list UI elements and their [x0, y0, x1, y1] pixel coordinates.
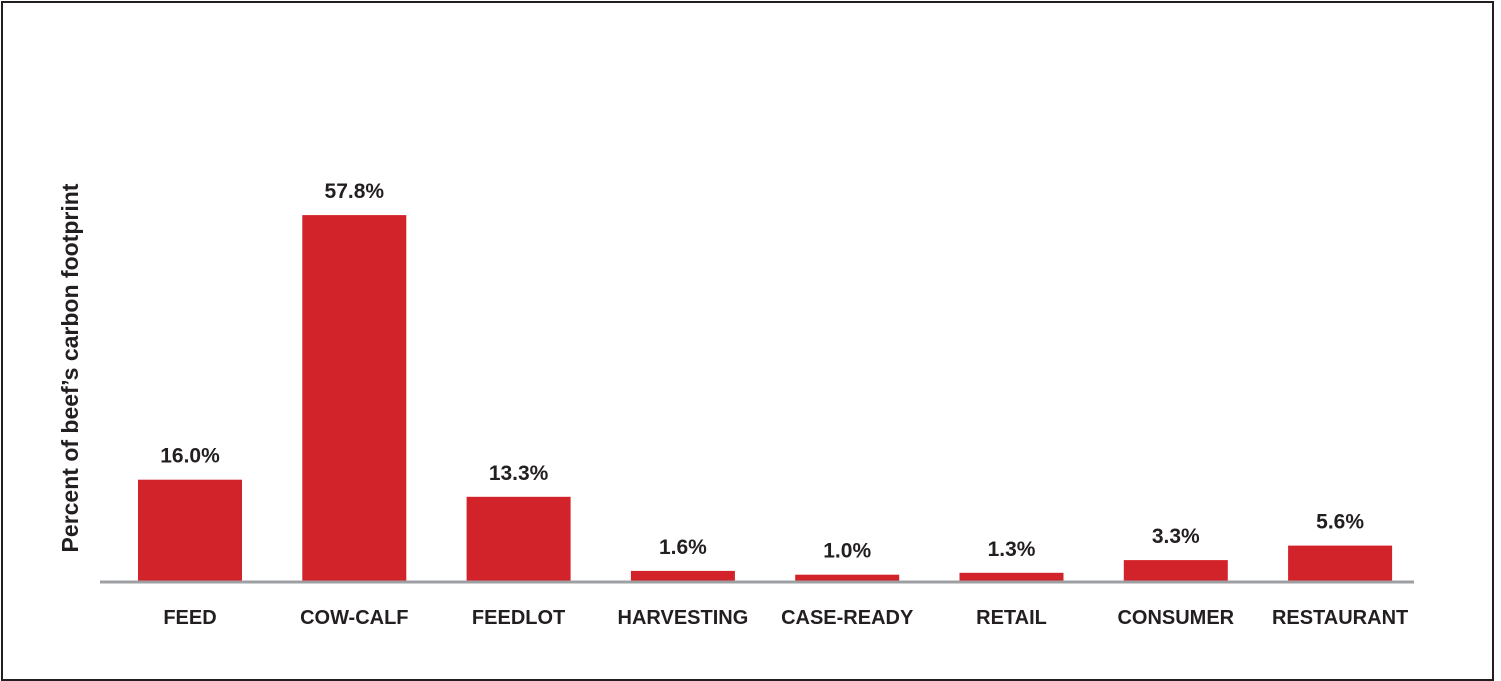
category-label-retail: RETAIL: [976, 607, 1047, 629]
bar-feed: [138, 479, 242, 581]
data-label-restaurant: 5.6%: [1316, 511, 1364, 534]
bar-retail: [959, 572, 1064, 581]
category-label-case-ready: CASE-READY: [781, 607, 914, 629]
data-label-consumer: 3.3%: [1152, 525, 1200, 548]
category-label-restaurant: RESTAURANT: [1272, 607, 1408, 629]
bar-restaurant: [1288, 545, 1393, 581]
bar-feedlot: [466, 496, 571, 581]
data-label-harvesting: 1.6%: [659, 536, 707, 559]
data-label-cow-calf: 57.8%: [325, 180, 385, 203]
category-label-cow-calf: COW-CALF: [300, 607, 408, 629]
bars-group: [138, 215, 1393, 581]
category-label-consumer: CONSUMER: [1117, 607, 1234, 629]
category-label-harvesting: HARVESTING: [618, 607, 749, 629]
data-label-feedlot: 13.3%: [489, 462, 549, 485]
data-label-retail: 1.3%: [988, 538, 1036, 561]
bar-cow-calf: [302, 215, 407, 581]
bar-consumer: [1123, 560, 1228, 581]
bar-case-ready: [795, 574, 900, 581]
data-label-case-ready: 1.0%: [823, 540, 871, 563]
bar-harvesting: [630, 570, 735, 581]
category-labels-group: FEED COW-CALF FEEDLOT HARVESTING CASE-READY R…: [163, 607, 1408, 629]
category-label-feedlot: FEEDLOT: [472, 607, 565, 629]
y-axis-title: Percent of beef’s carbon footprint: [57, 183, 83, 552]
category-label-feed: FEED: [163, 607, 216, 629]
data-label-feed: 16.0%: [160, 445, 220, 468]
data-labels-group: 16.0% 57.8% 13.3% 1.6% 1.0% 1.3% 3.3% 5.6%: [160, 180, 1364, 563]
